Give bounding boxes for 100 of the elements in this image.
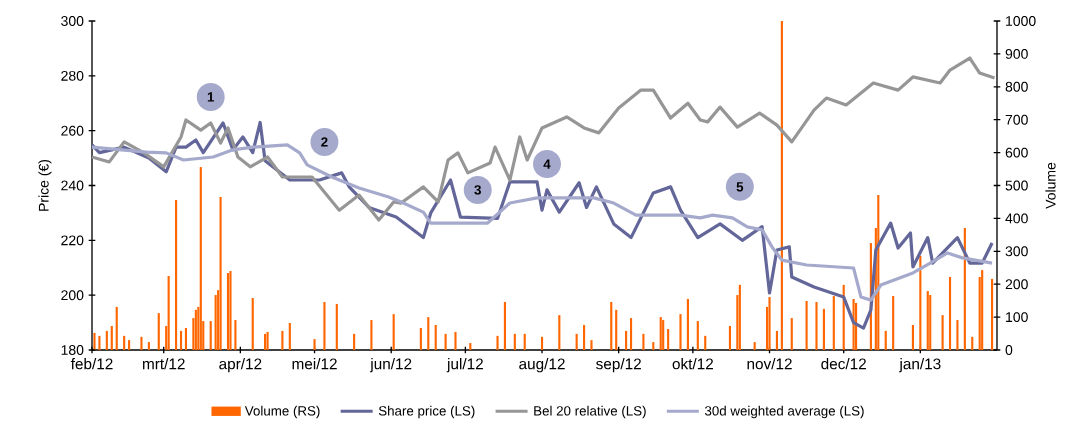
- bar: [815, 301, 818, 350]
- bar: [768, 297, 771, 350]
- x-tick-label: nov/12: [747, 358, 792, 370]
- bar: [659, 317, 662, 350]
- bar: [110, 325, 113, 350]
- y2-tick-label: 500: [1005, 180, 1028, 191]
- x-tick-label: mei/12: [292, 358, 337, 370]
- bar: [832, 296, 835, 350]
- x-tick-label: sep/12: [596, 358, 641, 373]
- bar: [167, 275, 170, 350]
- bar: [615, 309, 618, 350]
- y-tick-label: 200: [61, 290, 84, 301]
- x-tick-label: aug/12: [519, 358, 565, 373]
- bar: [335, 303, 338, 350]
- bar: [941, 315, 944, 350]
- annotation: 2: [321, 137, 328, 147]
- y2-tick-label: 700: [1005, 114, 1028, 125]
- x-tick-label: feb/12: [70, 358, 113, 370]
- bar: [990, 278, 994, 350]
- bar: [427, 317, 430, 350]
- annotation: 5: [736, 182, 744, 192]
- bar: [513, 333, 516, 350]
- bar: [956, 320, 959, 350]
- bar: [662, 320, 665, 350]
- bar: [199, 167, 202, 350]
- bar: [93, 332, 96, 350]
- x-tick-label: jun/12: [369, 358, 412, 373]
- bar: [686, 299, 689, 350]
- bar: [313, 339, 316, 350]
- y-tick-label: 260: [61, 125, 84, 136]
- bar: [805, 300, 808, 350]
- bar: [251, 298, 254, 350]
- annotation: 3: [474, 185, 481, 195]
- bar: [434, 325, 437, 350]
- y2-tick-label: 200: [1005, 279, 1028, 290]
- legend-label: Bel 20 relative (LS): [534, 405, 646, 419]
- bar: [219, 197, 222, 350]
- bar: [234, 320, 237, 350]
- bar: [884, 330, 887, 350]
- bar: [323, 301, 326, 350]
- bar: [892, 296, 895, 350]
- bar: [98, 335, 101, 350]
- bar: [469, 343, 472, 350]
- bar: [575, 333, 578, 350]
- y2-tick-label: 900: [1005, 48, 1028, 59]
- y2-tick-label: 800: [1005, 81, 1028, 92]
- bar: [370, 320, 373, 350]
- bar: [128, 340, 131, 350]
- bar: [503, 301, 506, 350]
- bar: [629, 318, 633, 350]
- bar: [738, 284, 741, 350]
- bar: [652, 342, 655, 350]
- bar: [558, 315, 561, 350]
- y-tick-label: 300: [61, 16, 84, 26]
- bar: [696, 321, 699, 350]
- legend-label: Share price (LS): [378, 405, 475, 419]
- line-series: [90, 56, 997, 222]
- bar: [179, 330, 183, 350]
- bar: [679, 314, 682, 350]
- legend-label: Volume (RS): [244, 405, 320, 419]
- y2-tick-label: 600: [1005, 147, 1028, 158]
- bar: [209, 321, 212, 350]
- y2-tick-label: 100: [1006, 312, 1028, 323]
- x-tick-label: jan/13: [899, 358, 941, 373]
- x-tick-label: dec/12: [821, 358, 866, 370]
- bar: [590, 340, 593, 350]
- y2-axis-title: Volume: [1045, 162, 1056, 209]
- bar: [929, 295, 932, 350]
- bar: [115, 306, 118, 350]
- y-axis-title: Price (€): [38, 159, 52, 211]
- bar: [775, 330, 778, 350]
- bar: [281, 330, 284, 350]
- bar: [642, 333, 645, 350]
- bar: [123, 335, 126, 350]
- x-tick-label: mrt/12: [143, 358, 185, 370]
- y2-tick-label: 0: [1005, 345, 1013, 355]
- y2-tick-label: 400: [1005, 213, 1028, 224]
- bar: [926, 291, 929, 350]
- bar: [140, 336, 143, 350]
- y-tick-label: 240: [61, 180, 84, 191]
- bar: [753, 342, 756, 350]
- bar: [288, 323, 291, 350]
- bar: [226, 273, 230, 350]
- bar: [184, 327, 188, 350]
- bar: [948, 276, 952, 350]
- bar: [667, 328, 670, 350]
- bar: [454, 331, 457, 350]
- bar: [523, 333, 526, 350]
- bar: [392, 314, 395, 350]
- x-tick-label: okt/12: [672, 358, 713, 370]
- annotation: 1: [207, 92, 215, 102]
- bar: [780, 21, 783, 350]
- bar: [610, 301, 613, 350]
- y-tick-label: 280: [61, 70, 84, 81]
- bar: [625, 330, 628, 350]
- bar: [444, 333, 447, 350]
- bar: [175, 199, 178, 350]
- bar: [728, 325, 732, 350]
- bar: [981, 270, 984, 350]
- bar: [971, 336, 974, 350]
